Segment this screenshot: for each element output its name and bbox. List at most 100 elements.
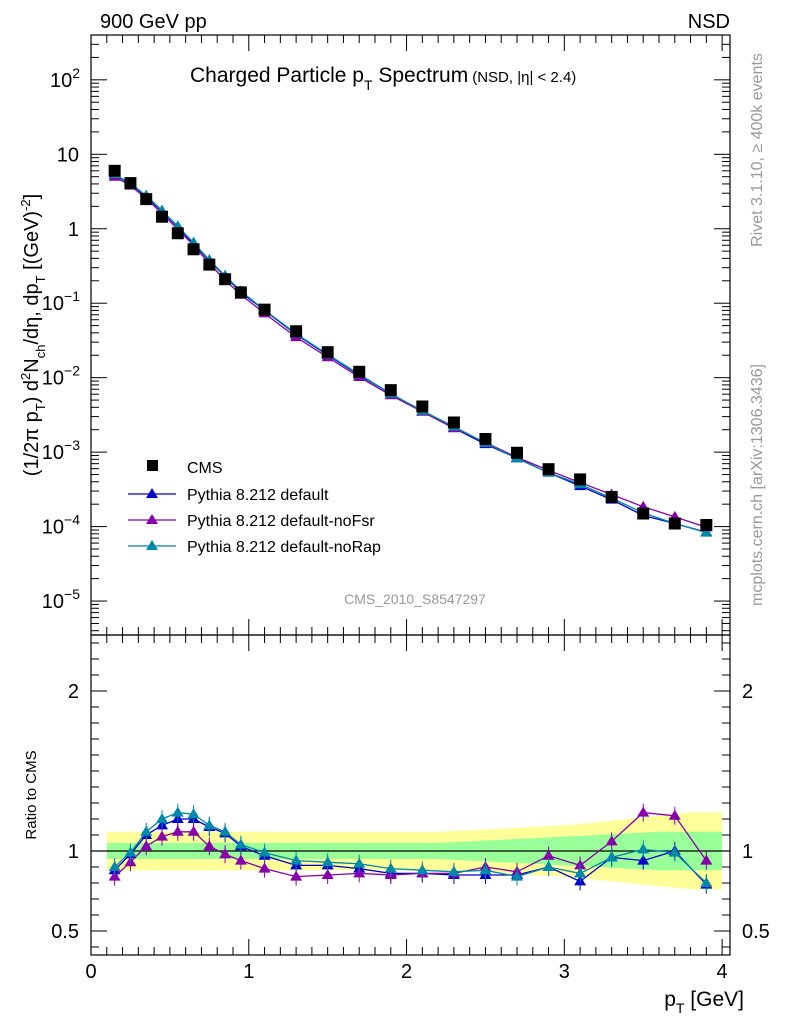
ratio-point-noRap — [321, 856, 334, 867]
ratio-point-noRap — [156, 813, 168, 823]
ratio-point-noRap — [290, 854, 303, 865]
main-point-cms — [384, 384, 397, 397]
ratio-y-tick-label: 1 — [68, 841, 79, 863]
ratio-y-tick-label: 2 — [68, 681, 79, 703]
x-tick-label: 0 — [85, 961, 96, 983]
main-point-cms — [203, 258, 216, 271]
legend-marker-cms — [147, 460, 158, 471]
ratio-point-noFsr — [219, 848, 232, 859]
ratio-point-noRap — [124, 846, 137, 857]
ratio-panel: 0.5 0.5 1 1 2 2 0 1 2 3 4 Ratio to CMS pT [GeV] — [23, 634, 770, 1016]
ratio-point-noRap — [219, 825, 232, 836]
main-y-tick-label: 10−2 — [42, 363, 80, 390]
main-point-cms — [479, 433, 492, 446]
legend-label-default: Pythia 8.212 default — [187, 487, 329, 504]
main-line-noRap — [114, 173, 707, 534]
ratio-point-noRap — [203, 819, 216, 830]
ratio-point-noRap — [234, 838, 247, 849]
main-point-cms — [637, 507, 650, 520]
legend-label-cms: CMS — [187, 460, 223, 477]
legend-marker-default — [146, 488, 158, 498]
main-panel: 10−5 10−4 10−3 10−2 10−1 1 10 102 Charged Parti… — [18, 34, 731, 636]
main-point-cms — [447, 416, 460, 429]
main-point-cms — [511, 446, 523, 459]
ratio-point-noRap — [479, 864, 492, 875]
header-energy-label: 900 GeV pp — [100, 11, 207, 33]
ratio-point-noFsr — [187, 825, 200, 836]
x-tick-label: 1 — [243, 961, 254, 983]
ratio-point-noFsr — [637, 806, 650, 817]
mcplots-reference-label: mcplots.cern.ch [arXiv:1306.3436] — [749, 364, 766, 606]
main-y-tick-label: 10−3 — [42, 437, 80, 464]
ratio-point-noFsr — [203, 840, 216, 851]
ratio-point-noFsr — [290, 870, 303, 881]
main-data-group — [108, 164, 713, 532]
header-process-label: NSD — [688, 11, 730, 33]
ratio-point-noRap — [668, 846, 681, 857]
main-point-cms — [234, 286, 247, 299]
main-point-cms — [416, 400, 429, 413]
main-y-tick-label: 10−5 — [42, 586, 80, 613]
ratio-point-noRap — [700, 877, 713, 887]
rivet-version-label: Rivet 3.1.10, ≥ 400k events — [749, 53, 766, 247]
ratio-point-noRap — [187, 808, 200, 819]
ratio-y-tick-label-right: 0.5 — [742, 921, 770, 943]
main-line-default — [114, 174, 707, 533]
main-point-cms — [574, 473, 587, 486]
main-ticks — [90, 34, 730, 635]
ratio-point-noRap — [447, 865, 460, 876]
main-point-cms — [108, 164, 121, 177]
main-point-cms — [353, 365, 366, 378]
ratio-point-noRap — [511, 870, 523, 881]
ratio-y-tick-label-right: 1 — [742, 841, 753, 863]
ratio-point-noRap — [140, 825, 153, 836]
ratio-point-noFsr — [321, 869, 334, 879]
ratio-point-noRap — [171, 806, 184, 817]
x-tick-label: 4 — [717, 961, 728, 983]
main-point-cms — [171, 227, 184, 240]
ratio-point-noRap — [108, 861, 121, 871]
legend: CMS Pythia 8.212 default Pythia 8.212 de… — [128, 460, 381, 556]
ratio-y-tick-label: 0.5 — [51, 921, 79, 943]
ratio-point-noFsr — [258, 862, 271, 873]
analysis-watermark: CMS_2010_S8547297 — [344, 591, 486, 607]
main-point-cms — [542, 463, 555, 476]
main-point-cms — [124, 177, 137, 190]
ratio-point-noFsr — [234, 854, 247, 865]
ratio-point-noFsr — [700, 854, 713, 865]
main-point-cms — [700, 519, 713, 532]
ratio-x-tick-labels: 0 1 2 3 4 — [85, 961, 727, 983]
ratio-point-noFsr — [156, 830, 168, 841]
main-point-cms — [258, 303, 271, 316]
ratio-point-noRap — [637, 843, 650, 854]
legend-marker-nofsr — [146, 514, 158, 524]
x-tick-label: 2 — [401, 961, 412, 983]
ratio-point-noRap — [384, 862, 397, 873]
ratio-point-noFsr — [605, 835, 618, 846]
ratio-point-noRap — [605, 851, 618, 862]
main-point-cms — [140, 193, 153, 206]
ratio-point-default — [637, 854, 650, 865]
main-point-cms — [290, 325, 303, 338]
ratio-point-noRap — [353, 857, 366, 868]
main-point-cms — [156, 210, 168, 223]
x-axis-label: pT [GeV] — [664, 988, 744, 1016]
main-point-cms — [668, 517, 681, 530]
ratio-point-noRap — [258, 846, 271, 857]
ratio-series-group — [108, 803, 713, 894]
ratio-y-tick-labels: 0.5 0.5 1 1 2 2 — [51, 681, 770, 943]
main-y-tick-label: 10 — [57, 144, 79, 166]
main-y-axis-label: (1/2π pT) d2Nch/dη, dpT [(GeV)-2] — [18, 194, 48, 476]
main-y-tick-label: 10−4 — [42, 512, 80, 539]
main-point-noRap — [700, 526, 713, 537]
ratio-y-axis-label: Ratio to CMS — [23, 750, 40, 839]
main-point-cms — [605, 490, 618, 503]
ratio-point-noFsr — [171, 825, 184, 836]
main-point-cms — [187, 243, 200, 256]
main-title: Charged Particle pT Spectrum (NSD, |η| < … — [190, 64, 576, 93]
legend-label-nofsr: Pythia 8.212 default-noFsr — [187, 513, 375, 530]
ratio-point-noFsr — [542, 849, 555, 860]
ratio-point-noFsr — [140, 840, 153, 851]
main-point-cms — [219, 273, 232, 286]
